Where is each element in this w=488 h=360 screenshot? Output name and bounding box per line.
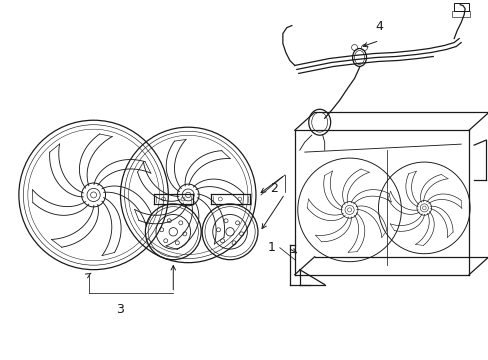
Bar <box>451 11 469 17</box>
Text: 3: 3 <box>116 302 124 315</box>
Bar <box>453 3 468 11</box>
Text: 4: 4 <box>375 19 383 32</box>
Text: 1: 1 <box>267 241 275 254</box>
Text: 2: 2 <box>269 183 277 195</box>
